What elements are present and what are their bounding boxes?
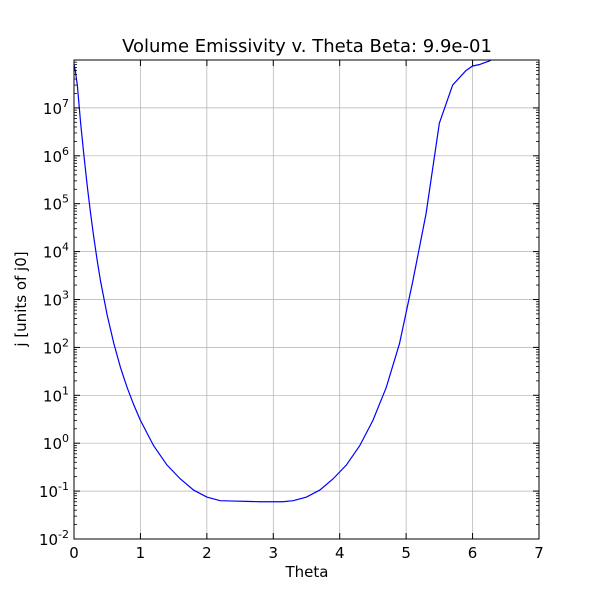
y-tick-label: 103 [43, 289, 69, 310]
y-tick-exponent: 6 [62, 145, 69, 158]
x-tick-label: 4 [335, 544, 345, 562]
y-tick-base: 10 [39, 531, 58, 549]
x-axis-label: Theta [285, 563, 329, 581]
y-tick-label: 100 [43, 432, 69, 453]
y-tick-exponent: 3 [62, 289, 69, 302]
y-tick-exponent: -2 [58, 528, 69, 541]
y-tick-exponent: 4 [62, 241, 69, 254]
y-tick-base: 10 [43, 339, 62, 357]
y-tick-label: 10-2 [39, 528, 69, 549]
x-tick-label: 3 [269, 544, 279, 562]
y-tick-base: 10 [43, 100, 62, 118]
series-line-0 [74, 60, 492, 503]
y-tick-label: 104 [43, 241, 69, 262]
y-tick-exponent: 0 [62, 432, 69, 445]
grid [73, 60, 540, 540]
y-tick-label: 106 [43, 145, 69, 166]
y-tick-exponent: -1 [58, 480, 69, 493]
y-tick-label: 101 [43, 384, 69, 405]
y-tick-label: 107 [43, 97, 69, 118]
y-tick-exponent: 5 [62, 193, 69, 206]
y-tick-base: 10 [39, 483, 58, 501]
y-tick-base: 10 [43, 196, 62, 214]
plot-frame [73, 59, 540, 540]
y-tick-base: 10 [43, 387, 62, 405]
x-tick-label: 1 [136, 544, 146, 562]
x-tick-label: 5 [401, 544, 411, 562]
y-tick-exponent: 1 [62, 384, 69, 397]
y-tick-label: 10-1 [39, 480, 69, 501]
chart-title: Volume Emissivity v. Theta Beta: 9.9e-01 [122, 36, 492, 57]
y-axis-label: j [units of j0] [12, 251, 30, 347]
x-tick-label: 2 [202, 544, 212, 562]
y-tick-exponent: 7 [62, 97, 69, 110]
x-tick-label: 0 [69, 544, 79, 562]
y-tick-label: 105 [43, 193, 69, 214]
y-tick-base: 10 [43, 244, 62, 262]
x-tick-label: 7 [534, 544, 544, 562]
y-tick-base: 10 [43, 292, 62, 310]
x-tick-label: 6 [468, 544, 478, 562]
y-tick-base: 10 [43, 148, 62, 166]
y-tick-label: 102 [43, 336, 69, 357]
y-tick-exponent: 2 [62, 336, 69, 349]
y-tick-base: 10 [43, 435, 62, 453]
series-layer [74, 60, 492, 503]
